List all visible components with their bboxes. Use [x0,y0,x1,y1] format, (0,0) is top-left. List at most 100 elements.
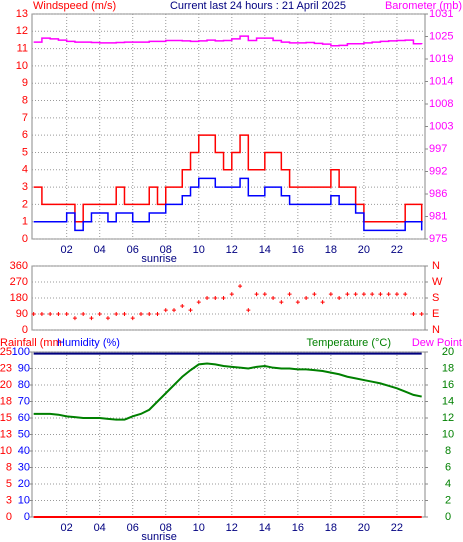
x-tick-label: 20 [358,522,370,534]
y-tick-label: 0 [24,511,30,523]
x-tick-label: 10 [193,244,205,256]
direction-point [328,292,333,297]
y-tick-label: 9 [22,77,28,89]
y2-tick-label: 10 [442,428,454,440]
direction-point [56,312,61,316]
plot-area [31,265,426,331]
direction-point [394,292,399,297]
direction-point [370,292,375,297]
direction-point [345,292,350,297]
direction-point [295,300,300,305]
y3-tick-label: 0 [6,511,12,523]
y-tick-label: 270 [10,276,28,288]
y-tick-label: 2 [22,198,28,210]
plot-area [31,13,426,240]
x-tick-label: 02 [61,522,73,534]
y3-tick-label: 18 [0,395,12,407]
chart-title: Current last 24 hours : 21 April 2025 [170,0,346,12]
x-tick-label: 18 [325,522,337,534]
dew-point-label: Dew Point [412,337,462,349]
y-tick-label: 80 [18,379,30,391]
y-tick-label: 10 [18,494,30,506]
x-tick-label: 10 [193,522,205,534]
y2-tick-label: 2 [445,494,451,506]
direction-point [353,292,358,297]
y-tick-label: 100 [12,346,30,358]
series-line [33,362,422,421]
y2-tick-label: 16 [442,379,454,391]
y2-tick-label: 1008 [429,98,453,110]
direction-point [304,296,309,300]
x-tick-label: 12 [226,522,238,534]
y2-tick-label: 1003 [429,120,453,132]
y2-tick-label: 1014 [429,75,453,87]
x-tick-label: 16 [292,244,304,256]
y2-tick-label: 4 [445,478,451,490]
direction-point [64,312,69,316]
y3-tick-label: 25 [0,346,12,358]
y2-tick-label: 997 [429,143,447,155]
y3-tick-label: 8 [6,461,12,473]
direction-point [180,304,185,308]
y-tick-label: 4 [22,164,28,176]
y2-tick-label: 20 [442,346,454,358]
direction-point [271,296,276,300]
direction-point [221,296,226,300]
annotation: sunrise [141,253,176,265]
direction-point [155,312,160,316]
y2-tick-label: 981 [429,210,447,222]
x-tick-label: 20 [358,244,370,256]
y2-tick-label: 18 [442,362,454,374]
y2-tick-label: 1025 [429,30,453,42]
y-tick-label: 10 [16,60,28,72]
y2-tick-label: W [432,276,443,288]
y3-tick-label: 15 [0,412,12,424]
direction-point [72,316,77,321]
y-tick-label: 360 [10,260,28,272]
y2-tick-label: 1019 [429,53,453,65]
y-tick-label: 12 [16,25,28,37]
direction-point [130,316,135,321]
y2-tick-label: E [432,308,439,320]
y-tick-label: 180 [10,292,28,304]
y-axis-label: Windspeed (m/s) [33,0,116,12]
series-line [33,177,423,232]
y2-tick-label: 14 [442,395,454,407]
x-tick-label: 22 [391,244,403,256]
direction-point [196,300,201,305]
y-tick-label: 20 [18,478,30,490]
direction-point [312,292,317,297]
direction-point [39,312,44,316]
y2-axis-label: Barometer (mb) [385,0,462,12]
y-tick-label: 13 [16,8,28,20]
y-tick-label: 40 [18,445,30,457]
y3-tick-label: 5 [6,478,12,490]
y-tick-label: 7 [22,112,28,124]
x-tick-label: 22 [391,522,403,534]
x-tick-label: 04 [94,244,106,256]
y-tick-label: 5 [22,146,28,158]
direction-point [386,292,391,297]
x-tick-label: 08 [160,522,172,534]
series-line [33,134,423,223]
x-tick-label: 08 [160,244,172,256]
y-tick-label: 1 [22,216,28,228]
direction-point [337,296,342,300]
y-tick-label: 0 [22,233,28,245]
direction-point [238,284,243,289]
x-tick-label: 06 [127,244,139,256]
y2-tick-label: 1031 [429,8,453,20]
direction-point [31,312,36,316]
direction-point [188,308,193,313]
y2-tick-label: 12 [442,412,454,424]
annotation: sunrise [141,531,176,542]
y-tick-label: 11 [17,43,28,55]
x-tick-label: 18 [325,244,337,256]
y3-tick-label: 23 [0,362,12,374]
direction-point [138,312,143,316]
y-tick-label: 8 [22,94,28,106]
direction-point [361,292,366,297]
direction-point [89,316,94,321]
direction-point [254,292,259,297]
